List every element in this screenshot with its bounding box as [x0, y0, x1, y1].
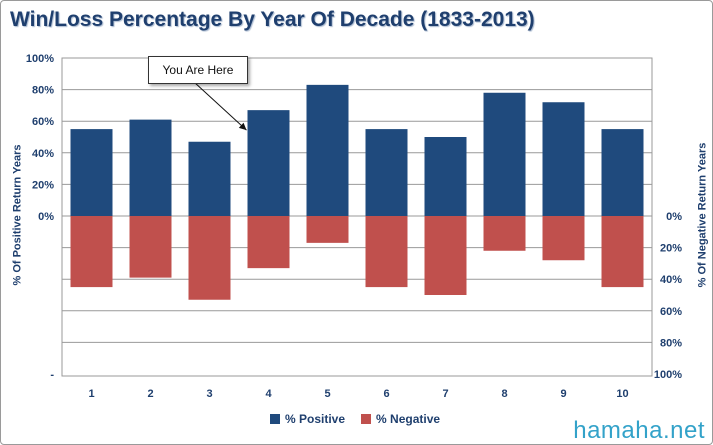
bar-positive-9 — [542, 102, 585, 216]
y-left-tick-label: 20% — [32, 179, 54, 191]
y-left-tick-label: 100% — [26, 53, 54, 65]
bar-positive-10 — [601, 129, 644, 216]
y-left-tick-label: 0% — [38, 211, 54, 223]
x-tick-label: 4 — [265, 388, 272, 400]
y-left-tick-label: 60% — [32, 116, 54, 128]
y-left-tick-label: - — [50, 369, 54, 381]
bar-positive-3 — [188, 141, 231, 216]
x-tick-label: 6 — [383, 388, 389, 400]
bar-negative-9 — [542, 216, 585, 261]
legend-swatch-positive — [270, 414, 280, 424]
y-right-tick-label: 0% — [666, 211, 682, 223]
chart-title: Win/Loss Percentage By Year Of Decade (1… — [10, 8, 535, 31]
x-tick-label: 10 — [616, 388, 628, 400]
bar-positive-6 — [365, 129, 408, 216]
bar-negative-2 — [129, 216, 172, 278]
legend-item-positive: % Positive — [270, 412, 345, 426]
plot-area-border — [61, 57, 653, 377]
bar-positive-8 — [483, 92, 526, 216]
bar-negative-10 — [601, 216, 644, 288]
bar-positive-7 — [424, 137, 467, 216]
bar-negative-4 — [247, 216, 290, 269]
chart-legend: % Positive % Negative — [270, 412, 440, 426]
y-left-tick-label: 80% — [32, 85, 54, 97]
y-right-tick-label: 100% — [654, 369, 682, 381]
watermark: hamaha.net — [573, 417, 705, 444]
bar-negative-7 — [424, 216, 467, 295]
legend-label-positive: % Positive — [285, 412, 346, 426]
legend-label-negative: % Negative — [376, 412, 441, 426]
x-tick-label: 1 — [88, 388, 94, 400]
bar-positive-1 — [70, 129, 113, 216]
bar-positive-4 — [247, 110, 290, 216]
x-tick-label: 5 — [324, 388, 330, 400]
annotation-arrow-head — [238, 122, 247, 131]
y-right-tick-label: 40% — [660, 274, 682, 286]
y-right-tick-label: 20% — [660, 243, 682, 255]
bar-positive-2 — [129, 119, 172, 216]
x-tick-label: 8 — [501, 388, 507, 400]
bar-negative-5 — [306, 216, 349, 243]
you-are-here-callout: You Are Here — [148, 56, 248, 84]
x-tick-label: 7 — [442, 388, 448, 400]
legend-swatch-negative — [361, 414, 372, 424]
bar-negative-6 — [365, 216, 408, 288]
bar-negative-8 — [483, 216, 526, 251]
x-tick-label: 9 — [560, 388, 566, 400]
bar-positive-5 — [306, 84, 349, 216]
bar-negative-1 — [70, 216, 113, 288]
x-tick-label: 2 — [147, 388, 153, 400]
bar-negative-3 — [188, 216, 231, 300]
x-tick-label: 3 — [206, 388, 212, 400]
legend-item-negative: % Negative — [361, 412, 440, 426]
y-right-tick-label: 60% — [660, 306, 682, 318]
y-left-tick-label: 40% — [32, 148, 54, 160]
y-right-tick-label: 80% — [660, 337, 682, 349]
annotation-arrow-line — [193, 81, 247, 131]
